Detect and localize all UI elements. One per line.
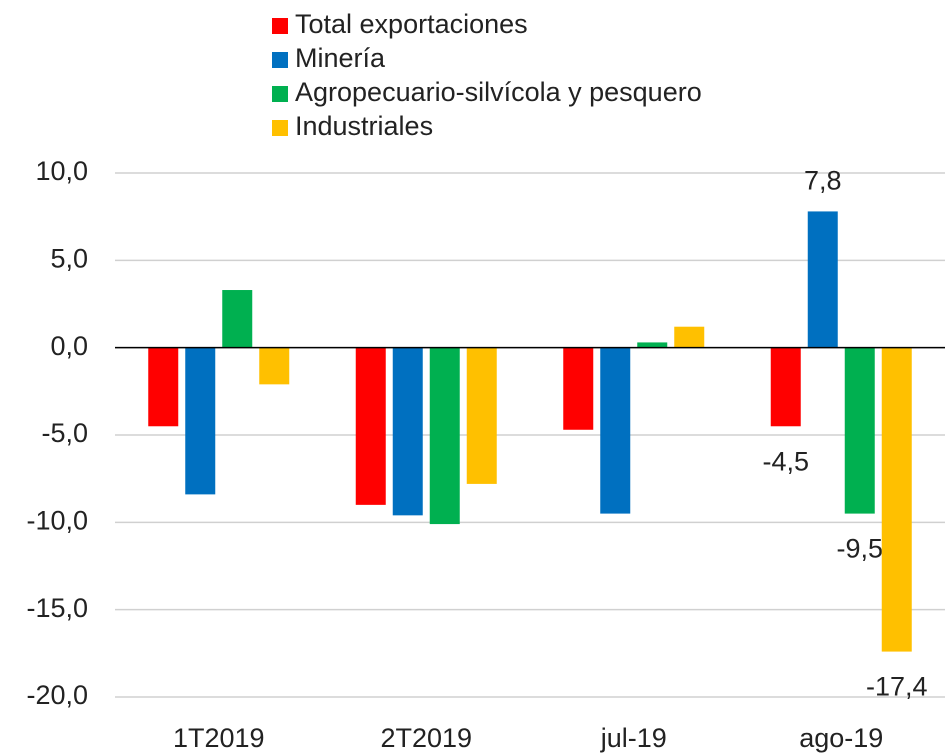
y-tick-label: -5,0 (41, 418, 88, 448)
bar (148, 347, 179, 427)
bar (674, 326, 705, 348)
legend-swatch (272, 86, 288, 102)
bar (185, 347, 216, 495)
bar (770, 347, 801, 427)
bar (881, 347, 912, 652)
bar (259, 347, 290, 385)
y-tick-label: 10,0 (35, 156, 88, 186)
legend-swatch (272, 18, 288, 34)
bar (844, 347, 875, 514)
bar (600, 347, 631, 514)
y-tick-label: 0,0 (50, 331, 88, 361)
data-label: -17,4 (866, 672, 928, 702)
bar (429, 347, 460, 525)
y-tick-label: -15,0 (26, 593, 88, 623)
y-tick-label: 5,0 (50, 243, 88, 273)
bar (355, 347, 386, 505)
data-label: -4,5 (762, 446, 809, 476)
y-tick-label: -20,0 (26, 680, 88, 710)
x-tick-label: jul-19 (600, 723, 667, 753)
bar (392, 347, 423, 516)
bar (807, 211, 838, 348)
y-tick-label: -10,0 (26, 505, 88, 535)
data-label: 7,8 (804, 166, 842, 196)
bar (563, 347, 594, 430)
data-label: -9,5 (836, 534, 883, 564)
bar (466, 347, 497, 484)
legend-label: Minería (295, 43, 386, 73)
x-tick-label: 1T2019 (173, 723, 265, 753)
legend-swatch (272, 52, 288, 68)
x-tick-label: ago-19 (799, 723, 883, 753)
bar (637, 342, 668, 348)
legend-label: Total exportaciones (295, 9, 528, 39)
bar (222, 290, 253, 348)
legend-label: Industriales (295, 111, 433, 141)
x-tick-label: 2T2019 (380, 723, 472, 753)
legend-swatch (272, 120, 288, 136)
legend-label: Agropecuario-silvícola y pesquero (295, 77, 702, 107)
